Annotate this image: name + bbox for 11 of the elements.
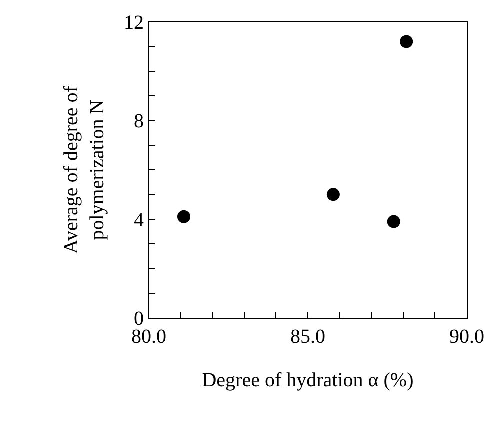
point	[177, 210, 190, 224]
x-axis-title: Degree of hydration α (%)	[202, 370, 414, 392]
y-tick-label: 8	[134, 110, 144, 133]
x-tick-label: 85.0	[290, 326, 326, 348]
point	[387, 215, 400, 228]
x-tick-label: 90.0	[450, 326, 484, 348]
point	[326, 188, 340, 202]
y-axis-title: Average of degree of polymerization N	[60, 86, 108, 254]
point	[400, 35, 414, 48]
y-tick-label: 12	[124, 12, 144, 34]
y-tick-label: 4	[134, 209, 144, 232]
